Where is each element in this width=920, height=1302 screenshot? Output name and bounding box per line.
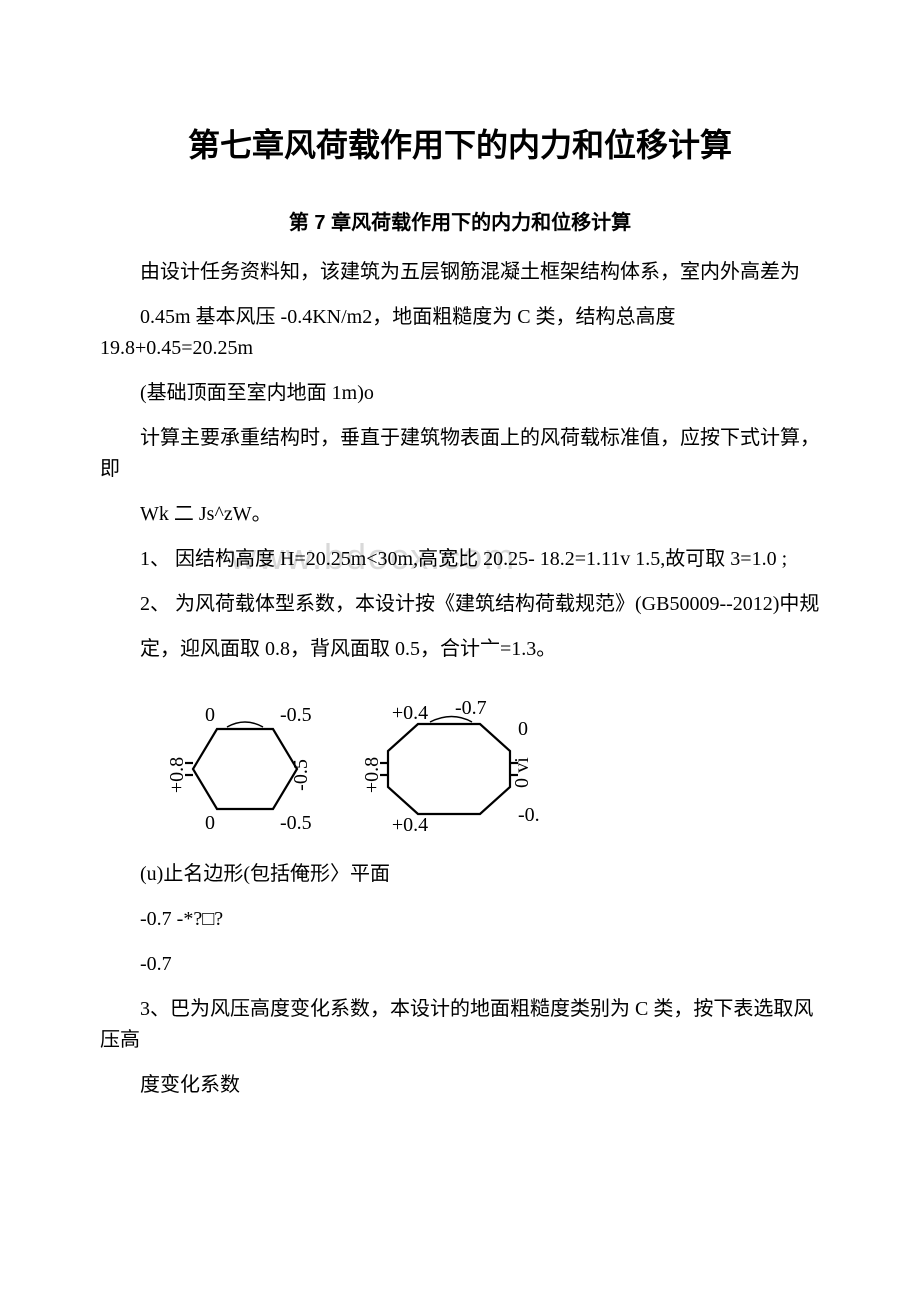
watermark-section: www.bdocx.com 1、 因结构高度 H=20.25m<30m,高宽比 … — [100, 544, 820, 575]
paragraph-11: -0.7 — [100, 949, 820, 980]
svg-text:0: 0 — [205, 812, 215, 834]
paragraph-8: 定，迎风面取 0.8，背风面取 0.5，合计亠=1.3。 — [100, 634, 820, 665]
svg-text:0: 0 — [205, 704, 215, 726]
page-title: 第七章风荷载作用下的内力和位移计算 — [100, 120, 820, 166]
paragraph-10: -0.7 -*?□? — [100, 904, 820, 935]
svg-text:-0.5: -0.5 — [290, 759, 312, 791]
paragraph-5: Wk 二 Js^zW。 — [100, 499, 820, 530]
sub-title: 第 7 章风荷载作用下的内力和位移计算 — [100, 206, 820, 235]
svg-text:-0.5: -0.5 — [280, 812, 312, 834]
paragraph-6: 1、 因结构高度 H=20.25m<30m,高宽比 20.25- 18.2=1.… — [100, 544, 820, 575]
svg-text:-0.7: -0.7 — [455, 697, 487, 719]
svg-text:+0.4: +0.4 — [392, 702, 428, 724]
paragraph-9: (u)止名边形(包括俺形〉平面 — [100, 859, 820, 890]
svg-text:-0.: -0. — [518, 804, 540, 826]
paragraph-7: 2、 为风荷载体型系数，本设计按《建筑结构荷载规范》(GB50009--2012… — [100, 589, 820, 620]
paragraph-1: 由设计任务资料知，该建筑为五层钢筋混凝土框架结构体系，室内外高差为 — [100, 257, 820, 288]
svg-text:+0.8: +0.8 — [361, 757, 383, 793]
paragraph-3: (基础顶面至室内地面 1m)o — [100, 378, 820, 409]
paragraph-2: 0.45m 基本风压 -0.4KN/m2，地面粗糙度为 C 类，结构总高度 19… — [100, 302, 820, 364]
svg-text:0: 0 — [511, 778, 533, 788]
paragraph-4: 计算主要承重结构时，垂直于建筑物表面上的风荷载标准值，应按下式计算，即 — [100, 423, 820, 485]
svg-text:+0.4: +0.4 — [392, 814, 428, 836]
svg-text:0: 0 — [518, 718, 528, 740]
svg-text:-0.5: -0.5 — [280, 704, 312, 726]
paragraph-12: 3、巴为风压高度变化系数，本设计的地面粗糙度类别为 C 类，按下表选取风压高 — [100, 994, 820, 1056]
paragraph-13: 度变化系数 — [100, 1070, 820, 1101]
shape-coefficient-diagram: 0 -0.5 0 -0.5 +0.8 -0.5 +0.4 -0.7 0 +0.4 -0. +0.8 vi… — [140, 679, 820, 849]
svg-text:+0.8: +0.8 — [166, 757, 188, 793]
svg-text:vi: vi — [511, 757, 533, 773]
